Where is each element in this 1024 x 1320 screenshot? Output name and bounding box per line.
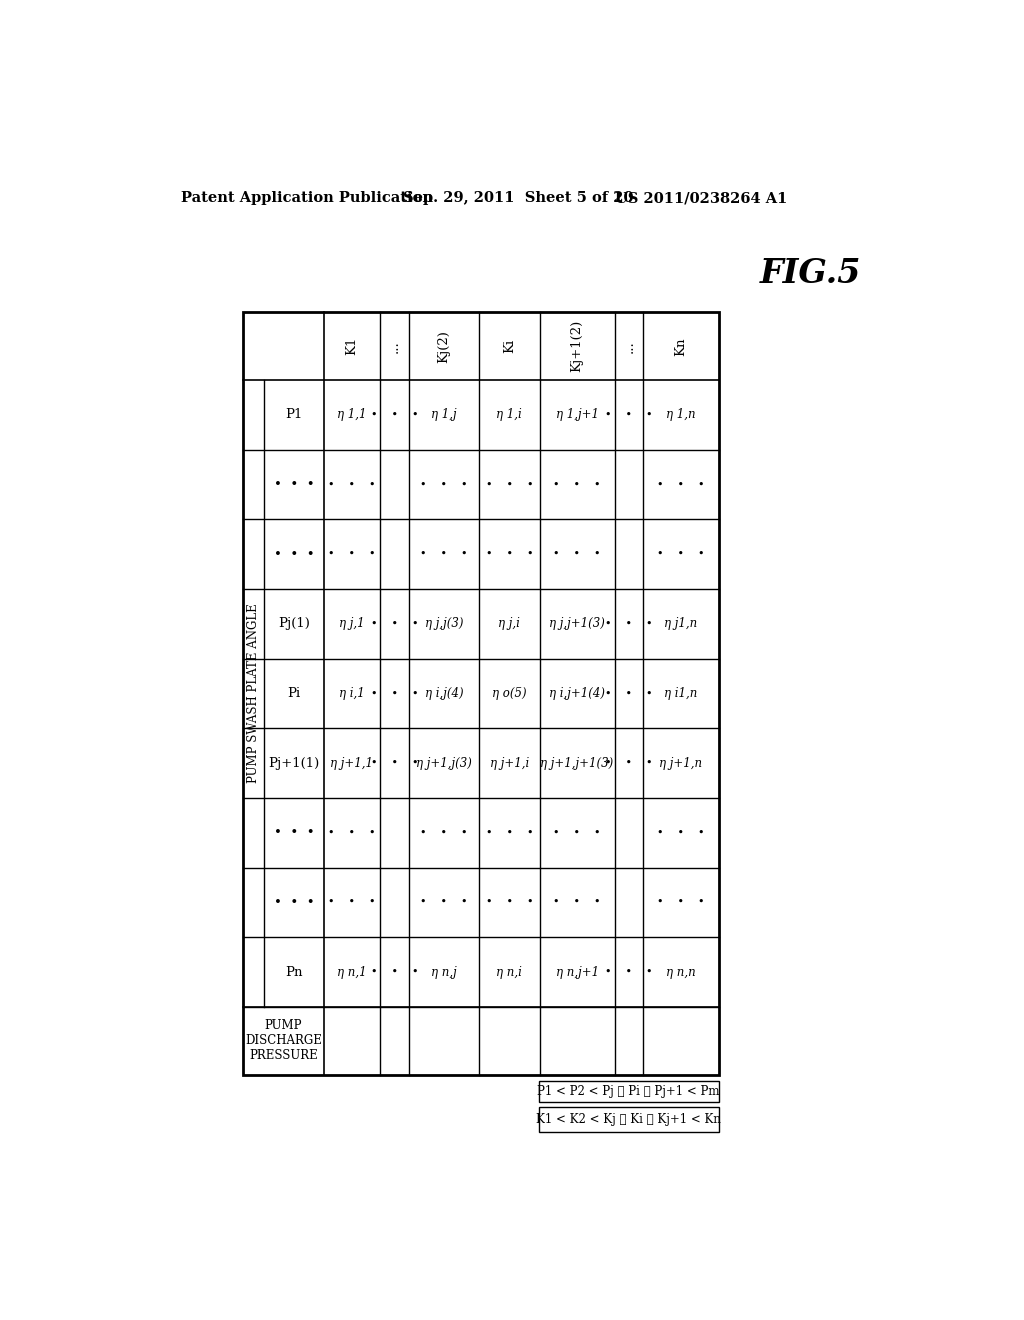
Text: Sep. 29, 2011  Sheet 5 of 20: Sep. 29, 2011 Sheet 5 of 20 [403,191,634,206]
Text: US 2011/0238264 A1: US 2011/0238264 A1 [614,191,787,206]
Text: ...: ... [388,341,401,352]
Text: •    •    •: • • • [657,898,705,907]
Text: •    •    •: • • • [553,898,601,907]
Text: •    •    •: • • • [329,898,376,907]
Text: FIG.5: FIG.5 [760,257,861,290]
Text: •    •    •: • • • [421,479,468,490]
Text: •    •    •: • • • [605,689,652,698]
Text: •    •    •: • • • [485,549,534,560]
Text: •    •    •: • • • [605,411,652,420]
Text: η 1,n: η 1,n [667,408,695,421]
Bar [539,1081,719,1102]
Text: η 1,j: η 1,j [431,408,457,421]
Text: η o(5): η o(5) [492,686,526,700]
Text: •    •    •: • • • [329,479,376,490]
Text: η n,j+1: η n,j+1 [556,966,599,978]
Text: η j1,n: η j1,n [665,618,697,631]
Text: •    •    •: • • • [553,549,601,560]
Text: K1: K1 [345,337,358,355]
Text: •    •    •: • • • [485,828,534,838]
Text: ...: ... [623,341,636,352]
Text: •  •  •: • • • [274,478,314,491]
Text: Pj+1(1): Pj+1(1) [268,756,319,770]
Text: η j,j(3): η j,j(3) [425,618,464,631]
Text: η j+1,n: η j+1,n [659,756,702,770]
Text: •    •    •: • • • [657,828,705,838]
Text: •    •    •: • • • [371,689,419,698]
Text: K1 < K2 < Kj ≦ Ki ≦ Kj+1 < Kn: K1 < K2 < Kj ≦ Ki ≦ Kj+1 < Kn [537,1113,721,1126]
Text: η i1,n: η i1,n [665,686,697,700]
Text: •    •    •: • • • [329,549,376,560]
Text: η 1,i: η 1,i [497,408,522,421]
Text: •    •    •: • • • [329,828,376,838]
Text: η i,j(4): η i,j(4) [425,686,464,700]
Text: Ki: Ki [503,339,516,354]
Text: Patent Application Publication: Patent Application Publication [180,191,433,206]
Text: Kn: Kn [675,337,687,355]
Text: η i,j+1(4): η i,j+1(4) [549,686,605,700]
Text: η j+1,i: η j+1,i [489,756,529,770]
Text: η j,i: η j,i [499,618,520,631]
Bar [539,1107,719,1133]
Text: η n,i: η n,i [497,966,522,978]
Text: •  •  •: • • • [274,826,314,840]
Text: •    •    •: • • • [553,828,601,838]
Text: η 1,j+1: η 1,j+1 [556,408,599,421]
Text: η j+1,j(3): η j+1,j(3) [417,756,472,770]
Text: •    •    •: • • • [657,479,705,490]
Text: •    •    •: • • • [605,619,652,628]
Text: PUMP
DISCHARGE
PRESSURE: PUMP DISCHARGE PRESSURE [245,1019,322,1063]
Text: •  •  •: • • • [274,896,314,909]
Text: •    •    •: • • • [421,828,468,838]
Text: η j+1,1: η j+1,1 [331,756,374,770]
Text: •    •    •: • • • [371,968,419,977]
Text: η 1,1: η 1,1 [337,408,367,421]
Text: η n,n: η n,n [666,966,696,978]
Text: •    •    •: • • • [485,479,534,490]
Text: Kj(2): Kj(2) [437,330,451,363]
Text: •    •    •: • • • [485,898,534,907]
Text: η j+1,j+1(3): η j+1,j+1(3) [541,756,613,770]
Text: •    •    •: • • • [371,411,419,420]
Text: Pj(1): Pj(1) [279,618,310,631]
Text: η j,1: η j,1 [339,618,365,631]
Text: Pi: Pi [288,686,301,700]
Text: η i,1: η i,1 [339,686,365,700]
Text: η n,1: η n,1 [337,966,367,978]
Text: P1 < P2 < Pj ≦ Pi ≦ Pj+1 < Pm: P1 < P2 < Pj ≦ Pi ≦ Pj+1 < Pm [538,1085,720,1098]
Text: •    •    •: • • • [553,479,601,490]
Text: •    •    •: • • • [657,549,705,560]
Text: Kj+1(2): Kj+1(2) [570,321,584,372]
Text: •  •  •: • • • [274,548,314,561]
Text: •    •    •: • • • [605,758,652,768]
Bar [243,313,719,1074]
Text: •    •    •: • • • [421,549,468,560]
Text: η j,j+1(3): η j,j+1(3) [549,618,605,631]
Text: PUMP SWASH PLATE ANGLE: PUMP SWASH PLATE ANGLE [247,603,260,784]
Text: •    •    •: • • • [421,898,468,907]
Text: •    •    •: • • • [371,758,419,768]
Text: •    •    •: • • • [371,619,419,628]
Text: •    •    •: • • • [605,968,652,977]
Text: η n,j: η n,j [431,966,457,978]
Text: P1: P1 [286,408,303,421]
Text: Pn: Pn [286,966,303,978]
